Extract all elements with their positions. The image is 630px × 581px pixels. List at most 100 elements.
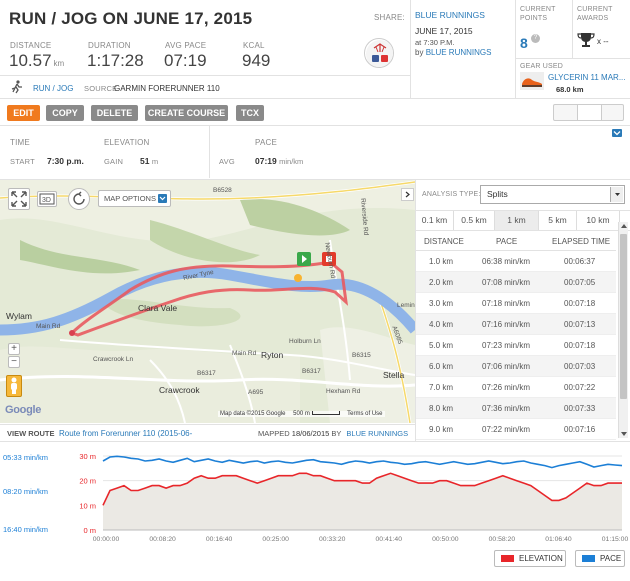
pace-swatch bbox=[582, 555, 595, 562]
split-elapsed: 00:07:18 bbox=[564, 299, 596, 308]
copy-button[interactable]: COPY bbox=[46, 105, 84, 121]
collapse-toggle[interactable] bbox=[612, 129, 622, 137]
elevation-label: ELEVATION bbox=[104, 138, 150, 147]
tab-5km[interactable]: 5 km bbox=[539, 211, 577, 230]
map-options-label: MAP OPTIONS bbox=[104, 194, 156, 203]
table-row[interactable]: 5.0 km 07:23 min/km 00:07:18 bbox=[416, 335, 616, 356]
mapped-date: 18/06/2015 bbox=[291, 429, 330, 438]
elevation-area bbox=[103, 473, 622, 530]
splits-scrollbar[interactable] bbox=[618, 222, 628, 438]
split-distance: 9.0 km bbox=[429, 425, 454, 434]
map-copyright: Map data ©2015 Google 500 m Terms of Use bbox=[218, 411, 385, 417]
tab-10km[interactable]: 10 km bbox=[577, 211, 620, 230]
end-marker-icon[interactable] bbox=[322, 252, 336, 266]
split-elapsed: 00:07:03 bbox=[564, 362, 596, 371]
analysis-type-label: ANALYSIS TYPE: bbox=[422, 191, 481, 198]
fullscreen-button[interactable] bbox=[8, 188, 30, 210]
points-help-badge[interactable]: ? bbox=[531, 34, 540, 43]
delete-button[interactable]: DELETE bbox=[91, 105, 138, 121]
share-icon[interactable] bbox=[364, 38, 394, 68]
street-view-pegman-icon[interactable] bbox=[6, 375, 22, 397]
source-label: SOURCE bbox=[84, 84, 118, 93]
split-distance: 4.0 km bbox=[429, 320, 454, 329]
stat-kcal-label: KCAL bbox=[243, 41, 265, 50]
avg-pace-unit: min/km bbox=[279, 157, 304, 166]
stat-pace-label: AVG PACE bbox=[165, 41, 207, 50]
activity-type-link[interactable]: RUN / JOG bbox=[33, 84, 74, 93]
road-label: B6315 bbox=[352, 352, 371, 359]
points-label-1: CURRENT bbox=[520, 6, 556, 13]
table-row[interactable]: 7.0 km 07:26 min/km 00:07:22 bbox=[416, 377, 616, 398]
table-row[interactable]: 4.0 km 07:16 min/km 00:07:13 bbox=[416, 314, 616, 335]
place-label: Lemin bbox=[397, 302, 415, 309]
analysis-type-select[interactable]: Splits bbox=[480, 185, 625, 204]
x-tick-label: 00:08:20 bbox=[149, 536, 176, 543]
split-elapsed: 00:07:18 bbox=[564, 341, 596, 350]
mapped-label: MAPPED bbox=[258, 429, 290, 438]
split-elapsed: 00:07:16 bbox=[564, 425, 596, 434]
shoe-icon bbox=[520, 72, 544, 92]
legend-pace-toggle[interactable]: PACE bbox=[575, 550, 625, 567]
table-row[interactable]: 3.0 km 07:18 min/km 00:07:18 bbox=[416, 293, 616, 314]
col-elapsed: ELAPSED TIME bbox=[552, 237, 611, 246]
route-map[interactable]: Clara Vale Wylam Ryton Crawcrook Stella … bbox=[0, 180, 415, 423]
elevation-pace-chart[interactable]: 30 m 20 m 10 m 0 m 05:33 min/km 08:20 min/km 1… bbox=[0, 442, 630, 546]
map-options-dropdown[interactable]: MAP OPTIONS bbox=[98, 190, 171, 207]
terms-link[interactable]: Terms of Use bbox=[347, 411, 383, 417]
stat-duration-label: DURATION bbox=[88, 41, 131, 50]
page-title: RUN / JOG ON JUNE 17, 2015 bbox=[9, 9, 253, 28]
scrollbar-thumb[interactable] bbox=[620, 234, 627, 399]
elevation-line bbox=[102, 472, 622, 506]
runner-icon bbox=[10, 80, 24, 96]
split-pace: 07:16 min/km bbox=[482, 320, 531, 329]
gain-value: 51 m bbox=[140, 156, 158, 166]
view-toggle[interactable] bbox=[553, 104, 624, 121]
mapped-by-link[interactable]: BLUE RUNNINGS bbox=[346, 429, 409, 438]
zoom-in-button[interactable]: + bbox=[8, 343, 20, 355]
owner-name-link[interactable]: BLUE RUNNINGS bbox=[415, 10, 485, 20]
tcx-button[interactable]: TCX bbox=[236, 105, 264, 121]
tab-0-5km[interactable]: 0.5 km bbox=[454, 211, 495, 230]
split-elapsed: 00:07:33 bbox=[564, 404, 596, 413]
table-row[interactable]: 8.0 km 07:36 min/km 00:07:33 bbox=[416, 398, 616, 419]
awards-value: x -- bbox=[597, 37, 609, 46]
create-course-button[interactable]: CREATE COURSE bbox=[145, 105, 228, 121]
route-name-link[interactable]: Route from Forerunner 110 (2015-06- bbox=[59, 429, 193, 438]
split-distance: 3.0 km bbox=[429, 299, 454, 308]
stat-kcal-value: 949 bbox=[242, 51, 271, 70]
awards-label-2: AWARDS bbox=[577, 15, 609, 22]
table-row[interactable]: 6.0 km 07:06 min/km 00:07:03 bbox=[416, 356, 616, 377]
col-pace: PACE bbox=[496, 237, 518, 246]
gear-name-link[interactable]: GLYCERIN 11 MAR... bbox=[548, 73, 626, 82]
pace-line bbox=[102, 455, 623, 469]
points-label-2: POINTS bbox=[520, 15, 548, 22]
start-marker-icon[interactable] bbox=[297, 252, 311, 266]
owner-date: JUNE 17, 2015 bbox=[415, 26, 473, 36]
split-pace: 07:06 min/km bbox=[482, 362, 531, 371]
table-row[interactable]: 9.0 km 07:22 min/km 00:07:16 bbox=[416, 419, 616, 440]
road-label: B6317 bbox=[197, 370, 216, 377]
tab-1km[interactable]: 1 km bbox=[495, 211, 539, 230]
split-distance: 8.0 km bbox=[429, 404, 454, 413]
split-pace: 07:26 min/km bbox=[482, 383, 531, 392]
x-tick-label: 00:41:40 bbox=[376, 536, 403, 543]
edit-button[interactable]: EDIT bbox=[7, 105, 40, 121]
source-value: GARMIN FORERUNNER 110 bbox=[114, 84, 220, 93]
owner-by: by BLUE RUNNINGS bbox=[415, 48, 491, 57]
split-pace: 07:22 min/km bbox=[482, 425, 531, 434]
road-label: Main Rd bbox=[232, 350, 257, 357]
zoom-out-button[interactable]: − bbox=[8, 356, 20, 368]
by-name-link[interactable]: BLUE RUNNINGS bbox=[425, 48, 492, 57]
split-elapsed: 00:07:22 bbox=[564, 383, 596, 392]
3d-view-button[interactable]: 3D bbox=[37, 191, 57, 207]
place-label: Ryton bbox=[261, 350, 284, 360]
rotate-button[interactable] bbox=[68, 188, 90, 210]
x-tick-label: 01:06:40 bbox=[545, 536, 572, 543]
table-row[interactable]: 2.0 km 07:08 min/km 00:07:05 bbox=[416, 272, 616, 293]
tab-0-1km[interactable]: 0.1 km bbox=[416, 211, 454, 230]
table-row[interactable]: 1.0 km 06:38 min/km 00:06:37 bbox=[416, 251, 616, 272]
split-distance: 1.0 km bbox=[429, 257, 454, 266]
stat-duration-value: 1:17:28 bbox=[87, 51, 144, 70]
legend-elevation-toggle[interactable]: ELEVATION bbox=[494, 550, 566, 567]
map-collapse-arrow[interactable] bbox=[401, 188, 414, 201]
